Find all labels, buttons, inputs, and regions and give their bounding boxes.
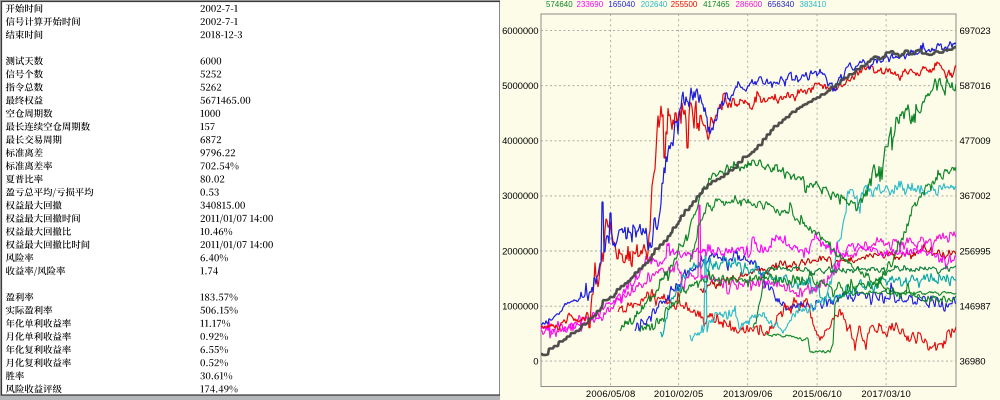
svg-text:233690: 233690	[577, 0, 604, 9]
svg-text:2000000: 2000000	[502, 246, 538, 257]
svg-text:4000000: 4000000	[502, 136, 538, 147]
svg-text:202640: 202640	[641, 0, 668, 9]
svg-text:146987: 146987	[960, 302, 991, 313]
svg-text:255500: 255500	[671, 0, 698, 9]
svg-text:367002: 367002	[960, 191, 991, 202]
svg-text:36980: 36980	[960, 356, 986, 367]
svg-text:2017/03/10: 2017/03/10	[861, 389, 910, 400]
svg-text:2010/02/05: 2010/02/05	[654, 389, 703, 400]
svg-text:697023: 697023	[960, 26, 991, 37]
svg-text:286600: 286600	[736, 0, 763, 9]
svg-text:165040: 165040	[608, 0, 635, 9]
svg-text:0: 0	[533, 356, 538, 367]
svg-text:5000000: 5000000	[502, 81, 538, 92]
svg-text:656340: 656340	[768, 0, 795, 9]
svg-text:383410: 383410	[800, 0, 827, 9]
svg-text:3000000: 3000000	[502, 191, 538, 202]
svg-text:2006/05/08: 2006/05/08	[586, 389, 635, 400]
svg-text:6000000: 6000000	[502, 26, 538, 37]
svg-text:2013/09/06: 2013/09/06	[723, 389, 772, 400]
svg-text:417465: 417465	[703, 0, 730, 9]
svg-text:256995: 256995	[960, 246, 991, 257]
svg-text:1000000: 1000000	[502, 302, 538, 313]
svg-text:2015/06/10: 2015/06/10	[792, 389, 841, 400]
svg-text:574640: 574640	[546, 0, 573, 9]
svg-text:587016: 587016	[960, 81, 991, 92]
svg-text:477009: 477009	[960, 136, 991, 147]
